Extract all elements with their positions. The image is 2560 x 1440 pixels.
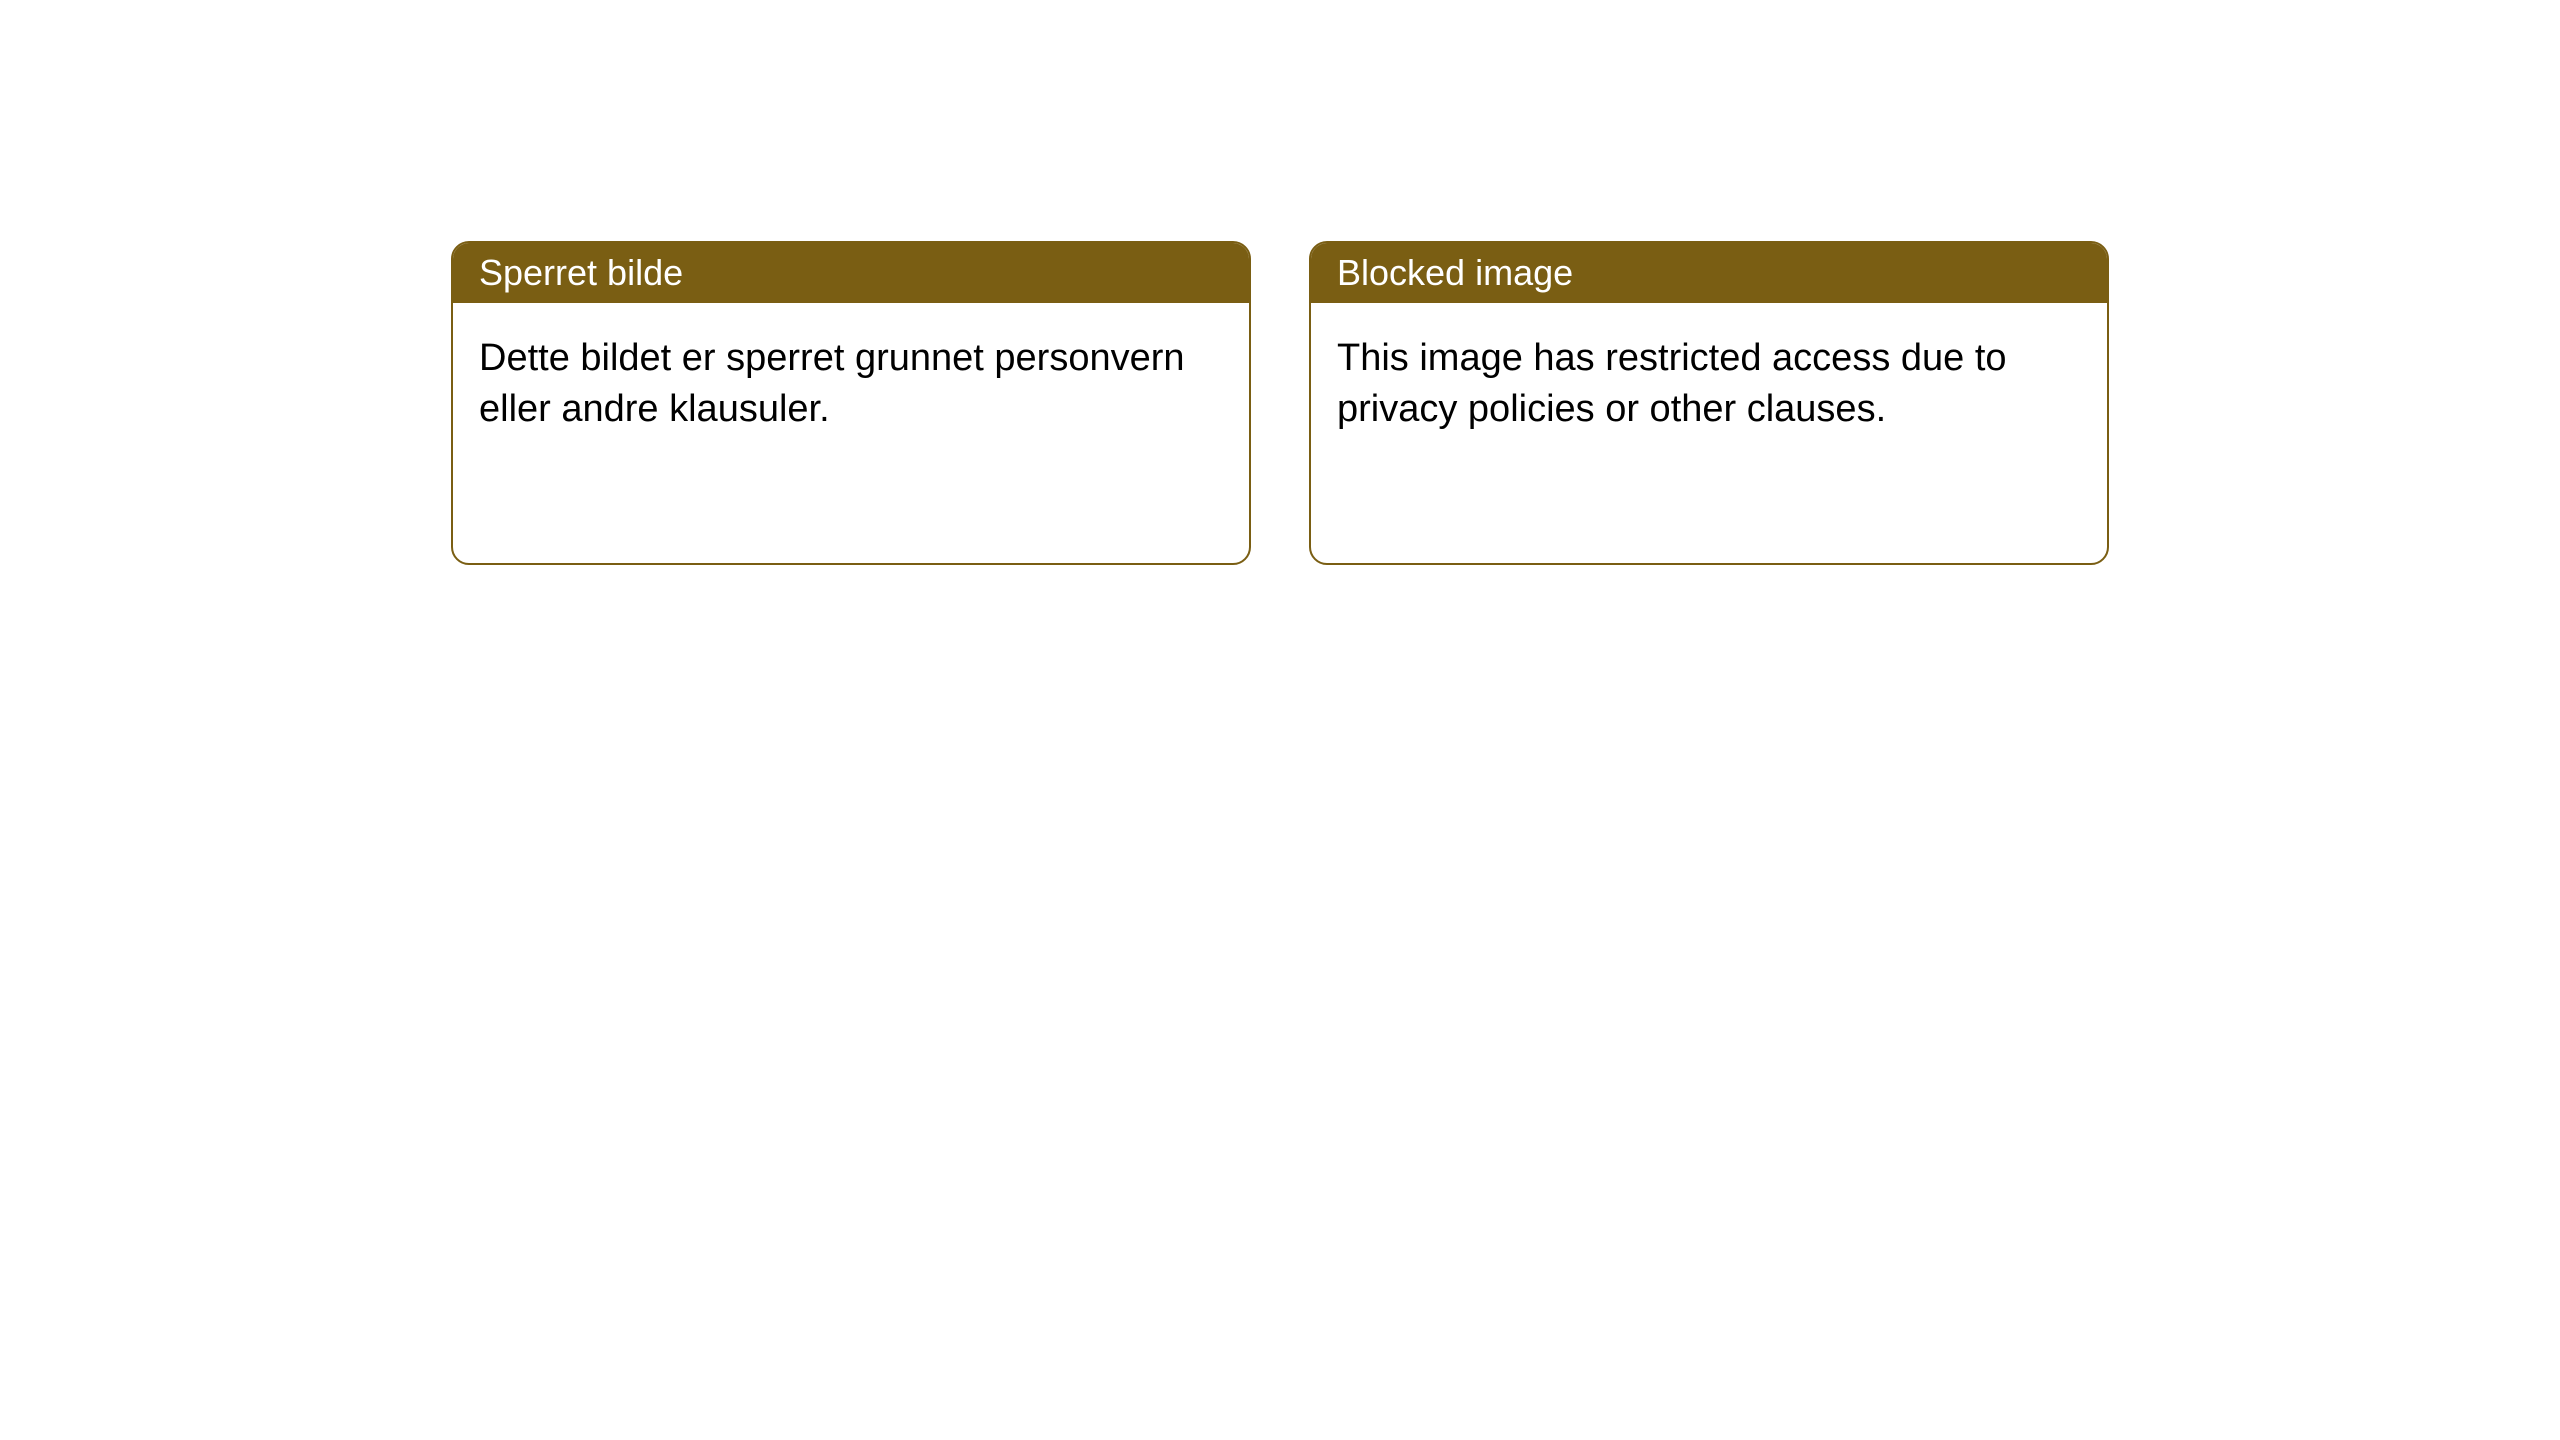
card-header-norwegian: Sperret bilde	[453, 243, 1249, 303]
info-cards-container: Sperret bilde Dette bildet er sperret gr…	[451, 241, 2109, 565]
card-header-english: Blocked image	[1311, 243, 2107, 303]
info-card-norwegian: Sperret bilde Dette bildet er sperret gr…	[451, 241, 1251, 565]
card-body-english: This image has restricted access due to …	[1311, 303, 2107, 563]
card-body-norwegian: Dette bildet er sperret grunnet personve…	[453, 303, 1249, 563]
info-card-english: Blocked image This image has restricted …	[1309, 241, 2109, 565]
